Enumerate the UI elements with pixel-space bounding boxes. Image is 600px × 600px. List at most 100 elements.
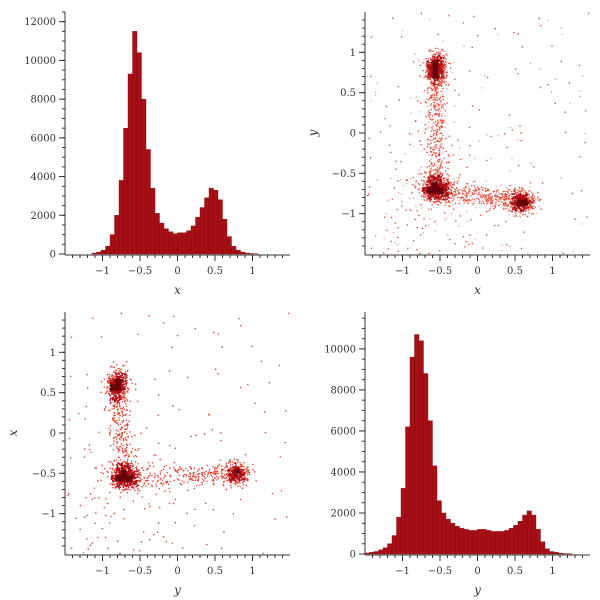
scatter-point — [446, 234, 449, 236]
scatter-point — [429, 163, 432, 165]
scatter-point — [447, 83, 450, 85]
scatter-point — [469, 188, 471, 191]
scatter-point — [427, 121, 430, 123]
scatter-point — [445, 180, 447, 182]
x-tick-label: −1 — [95, 266, 110, 277]
scatter-point — [414, 53, 416, 55]
scatter-point — [444, 50, 446, 52]
scatter-point — [433, 93, 436, 95]
histogram-bar — [145, 149, 151, 255]
scatter-point — [579, 95, 581, 98]
scatter-point — [445, 205, 447, 207]
scatter-point — [471, 204, 473, 206]
histogram-bar — [163, 228, 169, 255]
scatter-point — [561, 33, 563, 35]
x-tick-label: 1 — [249, 266, 255, 277]
scatter-point — [428, 126, 430, 128]
scatter-point — [427, 207, 430, 210]
scatter-point — [441, 112, 444, 115]
scatter-point — [501, 244, 503, 246]
scatter-point — [374, 235, 377, 237]
y-tick-label: 12000 — [24, 17, 56, 28]
scatter-point — [445, 191, 448, 193]
scatter-point — [435, 170, 437, 173]
scatter-point — [485, 180, 487, 182]
scatter-point — [402, 185, 404, 187]
scatter-point — [509, 126, 512, 129]
scatter-point — [466, 202, 468, 204]
scatter-point — [486, 134, 488, 136]
scatter-point — [426, 78, 428, 81]
scatter-point — [424, 199, 427, 202]
histogram-bar — [105, 246, 111, 255]
scatter-point — [444, 166, 447, 168]
scatter-point — [430, 158, 432, 160]
scatter-point — [434, 143, 437, 146]
scatter-point — [443, 107, 445, 110]
scatter-point — [484, 75, 486, 77]
scatter-point — [436, 47, 439, 49]
scatter-point — [530, 203, 533, 205]
histogram-bar — [132, 31, 138, 255]
scatter-point — [419, 111, 421, 113]
scatter-point — [529, 62, 532, 65]
scatter-point — [440, 173, 443, 175]
scatter-point — [417, 173, 419, 175]
scatter-point — [437, 125, 439, 127]
scatter-point — [435, 103, 438, 105]
scatter-point — [425, 148, 427, 150]
scatter-point — [441, 165, 443, 167]
scatter-point — [390, 177, 392, 180]
scatter-point — [397, 243, 399, 246]
scatter-point — [505, 190, 507, 193]
scatter-point — [519, 188, 521, 190]
scatter-point — [444, 126, 447, 129]
histogram-bar — [222, 218, 228, 255]
scatter-point — [466, 220, 468, 222]
scatter-point — [419, 192, 421, 194]
scatter-point — [446, 67, 448, 69]
scatter-point — [441, 118, 443, 121]
scatter-point — [474, 199, 477, 202]
scatter-point — [508, 214, 511, 216]
scatter-point — [493, 198, 495, 200]
scatter-point — [444, 219, 446, 221]
scatter-point — [491, 200, 493, 202]
scatter-point — [430, 85, 432, 87]
scatter-point — [448, 190, 450, 193]
scatter-point — [431, 125, 434, 128]
scatter-point — [507, 207, 509, 209]
scatter-point — [509, 194, 511, 196]
scatter-point — [376, 82, 378, 85]
histogram-bar — [186, 230, 192, 255]
scatter-point — [501, 249, 503, 252]
histogram-bar — [217, 199, 223, 255]
scatter-point — [437, 113, 439, 115]
histogram-bar — [100, 249, 106, 255]
scatter-point — [458, 197, 461, 199]
scatter-point — [405, 182, 408, 184]
scatter-point — [420, 187, 422, 189]
scatter-point — [458, 225, 460, 227]
y-tick-label: 6000 — [31, 133, 56, 144]
scatter-point — [445, 80, 448, 83]
scatter-point — [419, 190, 421, 192]
scatter-point — [383, 237, 385, 239]
scatter-point — [451, 213, 453, 215]
scatter-point — [530, 162, 532, 165]
scatter-point — [447, 156, 449, 158]
scatter-point — [427, 209, 430, 211]
scatter-point — [539, 68, 542, 70]
scatter-point — [438, 121, 440, 123]
scatter-point — [530, 201, 533, 204]
scatter-point — [397, 192, 400, 194]
scatter-point — [435, 164, 437, 166]
scatter-point — [435, 198, 437, 200]
scatter-point — [478, 199, 480, 201]
scatter-points — [366, 12, 590, 255]
scatter-point — [535, 212, 537, 215]
scatter-point — [437, 98, 439, 100]
scatter-point — [431, 168, 433, 171]
y-tick-label: 4000 — [31, 172, 56, 183]
